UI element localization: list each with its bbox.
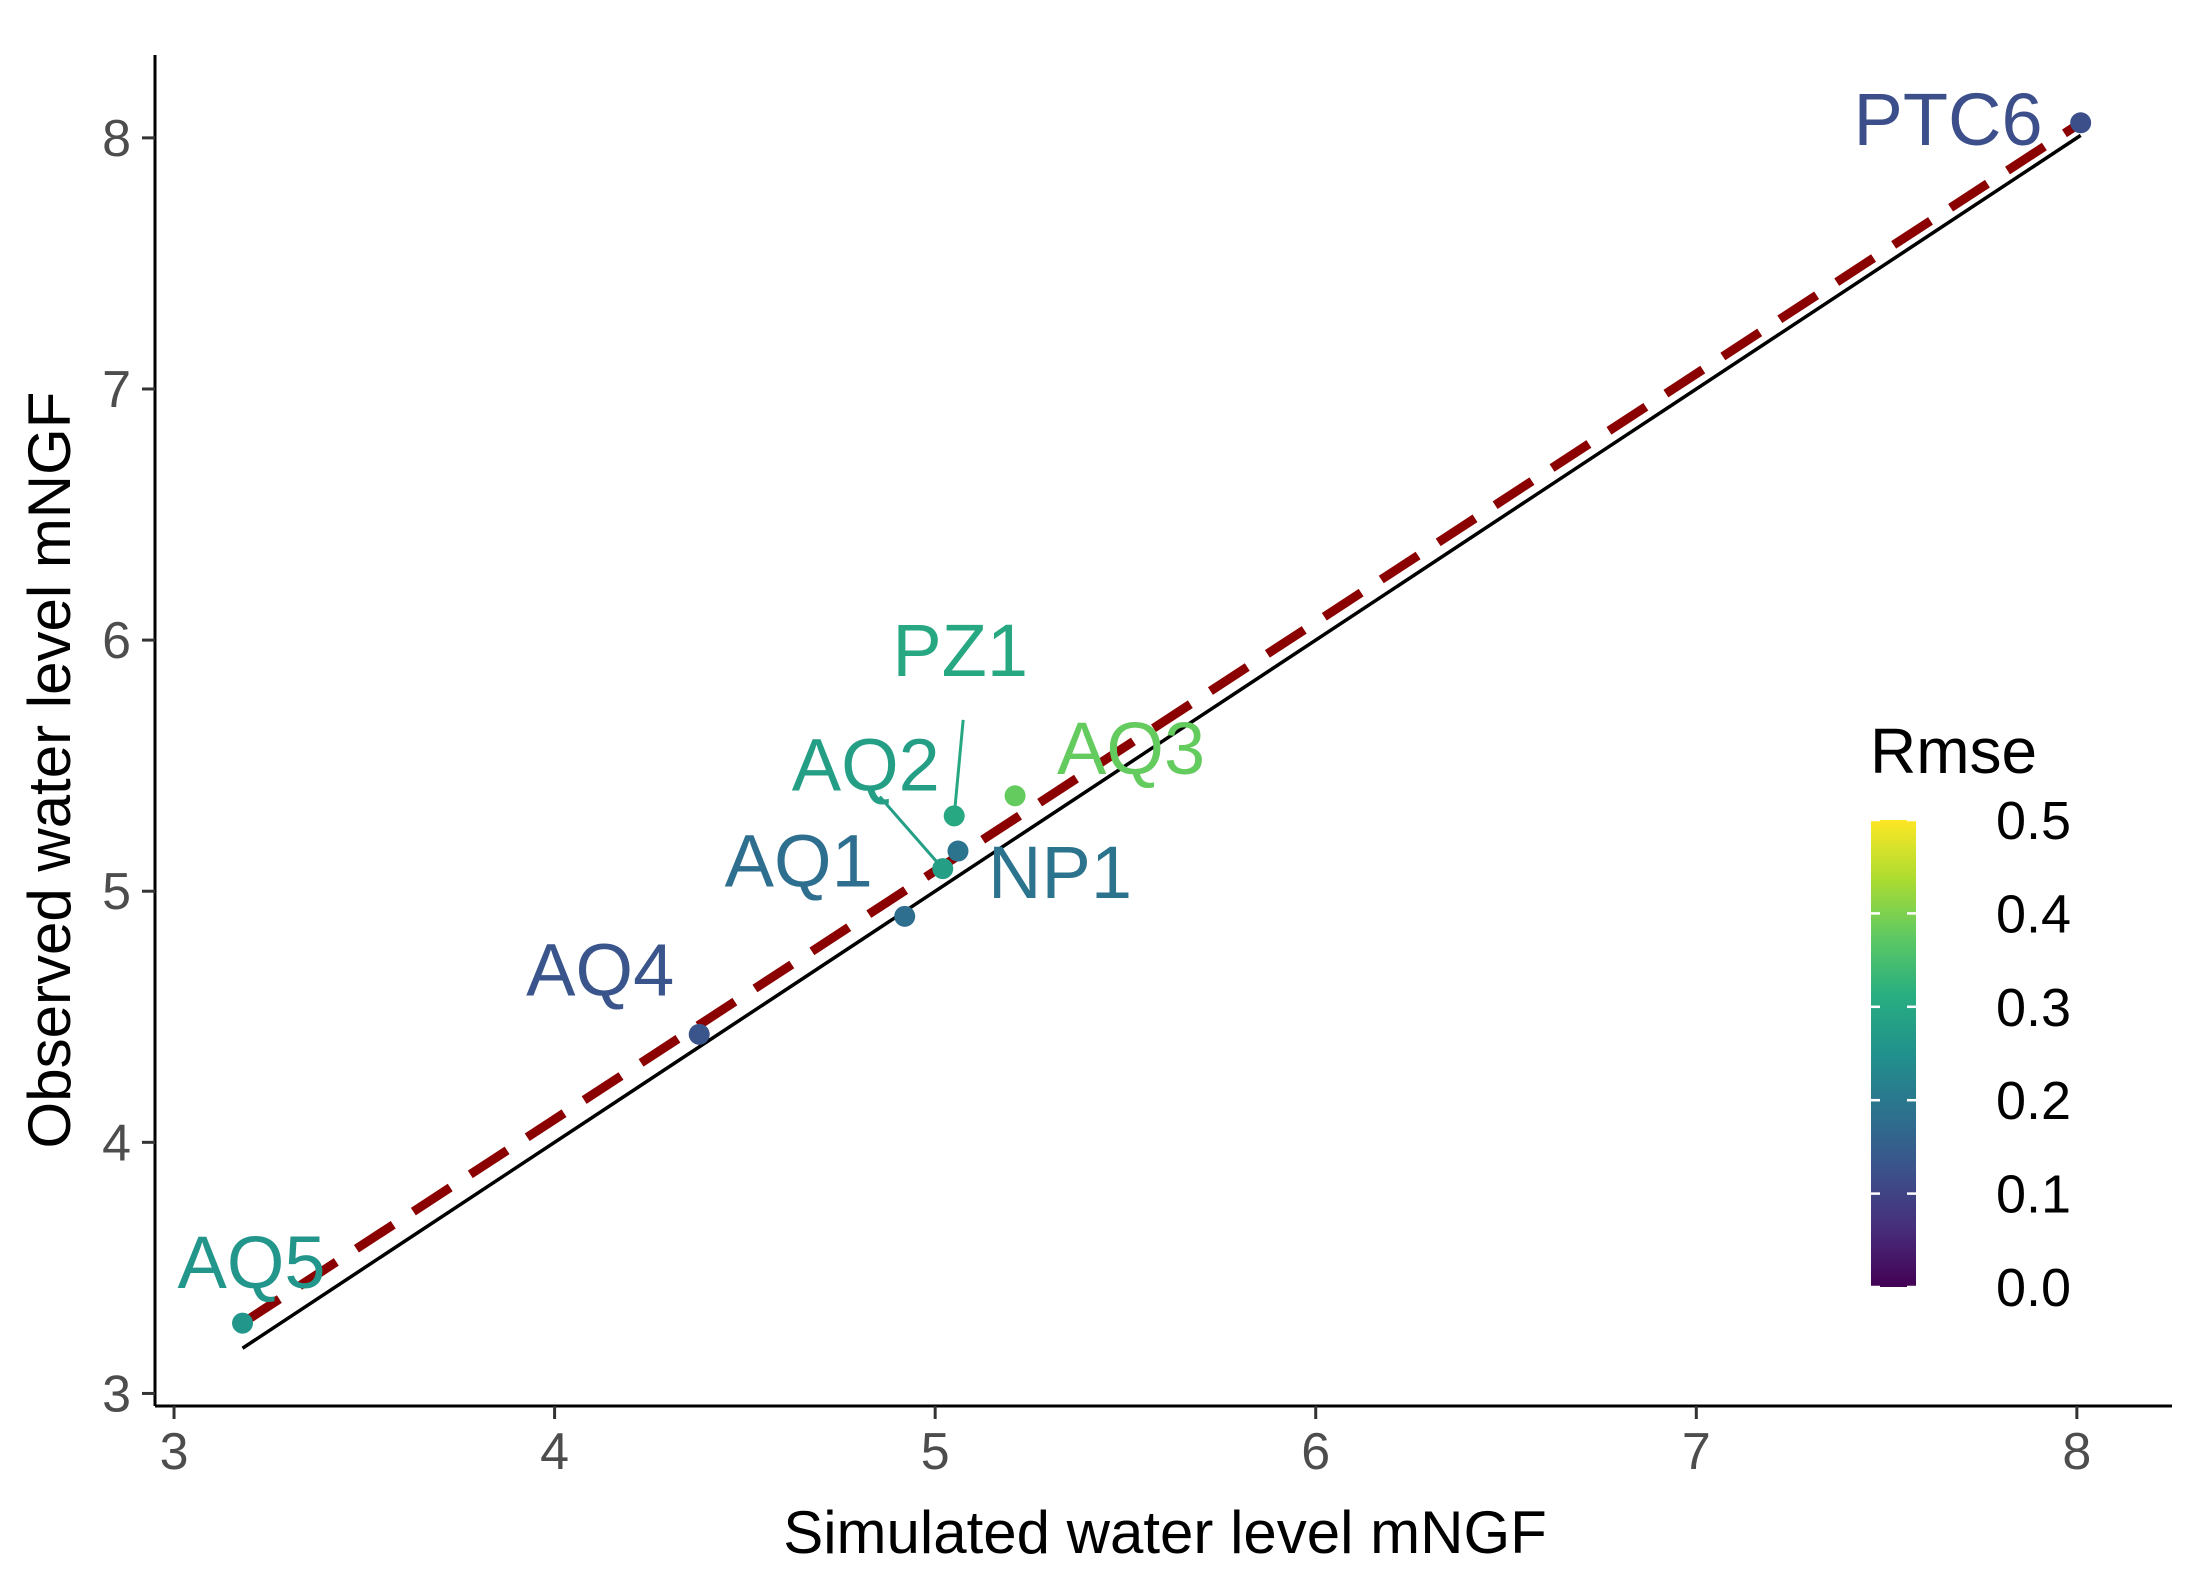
y-tick-label: 4 bbox=[102, 1114, 131, 1172]
legend-title: Rmse bbox=[1870, 715, 2037, 787]
x-axis-ticks: 3 4 5 6 7 8 bbox=[160, 1406, 2091, 1481]
label-aq2: AQ2 bbox=[792, 724, 940, 807]
x-tick-label: 7 bbox=[1682, 1423, 1711, 1481]
point-aq3 bbox=[1004, 785, 1026, 807]
label-np1: NP1 bbox=[988, 831, 1132, 914]
identity-line bbox=[241, 133, 2082, 1350]
label-aq4: AQ4 bbox=[526, 928, 674, 1011]
y-tick-label: 6 bbox=[102, 612, 131, 670]
point-aq1 bbox=[894, 905, 916, 927]
y-tick-label: 5 bbox=[102, 863, 131, 921]
x-tick-label: 3 bbox=[160, 1423, 189, 1481]
point-aq5 bbox=[232, 1312, 254, 1334]
label-aq5: AQ5 bbox=[177, 1221, 325, 1304]
label-leader-lines bbox=[878, 719, 965, 870]
x-tick-label: 8 bbox=[2062, 1423, 2091, 1481]
reference-lines bbox=[240, 119, 2084, 1350]
colorbar-tick-label: 0.4 bbox=[1996, 884, 2071, 944]
x-axis-title: Simulated water level mNGF bbox=[783, 1499, 1547, 1566]
label-ptc6: PTC6 bbox=[1854, 78, 2043, 161]
colorbar-tick-label: 0.1 bbox=[1996, 1165, 2071, 1225]
colorbar-tick-label: 0.0 bbox=[1996, 1258, 2071, 1318]
leader-aq2 bbox=[878, 795, 944, 870]
colorbar-ticks: 0.0 0.1 0.2 0.3 0.4 0.5 bbox=[1871, 791, 2071, 1318]
x-tick-label: 6 bbox=[1301, 1423, 1330, 1481]
colorbar-tick-label: 0.3 bbox=[1996, 978, 2071, 1038]
axes: 3 4 5 6 7 8 3 4 5 6 7 8 bbox=[102, 55, 2172, 1481]
x-tick-label: 5 bbox=[921, 1423, 950, 1481]
data-points bbox=[232, 112, 2092, 1334]
label-aq3: AQ3 bbox=[1057, 707, 1205, 790]
label-pz1: PZ1 bbox=[892, 609, 1028, 692]
colorbar bbox=[1871, 820, 1916, 1287]
y-axis-ticks: 3 4 5 6 7 8 bbox=[102, 110, 155, 1423]
x-tick-label: 4 bbox=[540, 1423, 569, 1481]
y-axis-title: Observed water level mNGF bbox=[16, 392, 83, 1149]
y-tick-label: 3 bbox=[102, 1365, 131, 1423]
y-tick-label: 7 bbox=[102, 361, 131, 419]
regression-line bbox=[240, 119, 2084, 1327]
y-tick-label: 8 bbox=[102, 110, 131, 168]
colorbar-tick-label: 0.2 bbox=[1996, 1071, 2071, 1131]
point-labels: PTC6 PZ1 AQ3 AQ2 NP1 AQ1 AQ4 AQ5 bbox=[177, 78, 2042, 1304]
label-aq1: AQ1 bbox=[725, 819, 873, 902]
point-np1 bbox=[947, 840, 969, 862]
point-aq4 bbox=[688, 1023, 710, 1045]
leader-pz1 bbox=[952, 719, 965, 817]
point-ptc6 bbox=[2070, 112, 2092, 134]
colorbar-tick-label: 0.5 bbox=[1996, 791, 2071, 851]
colorbar-legend: Rmse 0.0 0.1 0.2 0.3 0.4 0.5 bbox=[1870, 715, 2071, 1318]
